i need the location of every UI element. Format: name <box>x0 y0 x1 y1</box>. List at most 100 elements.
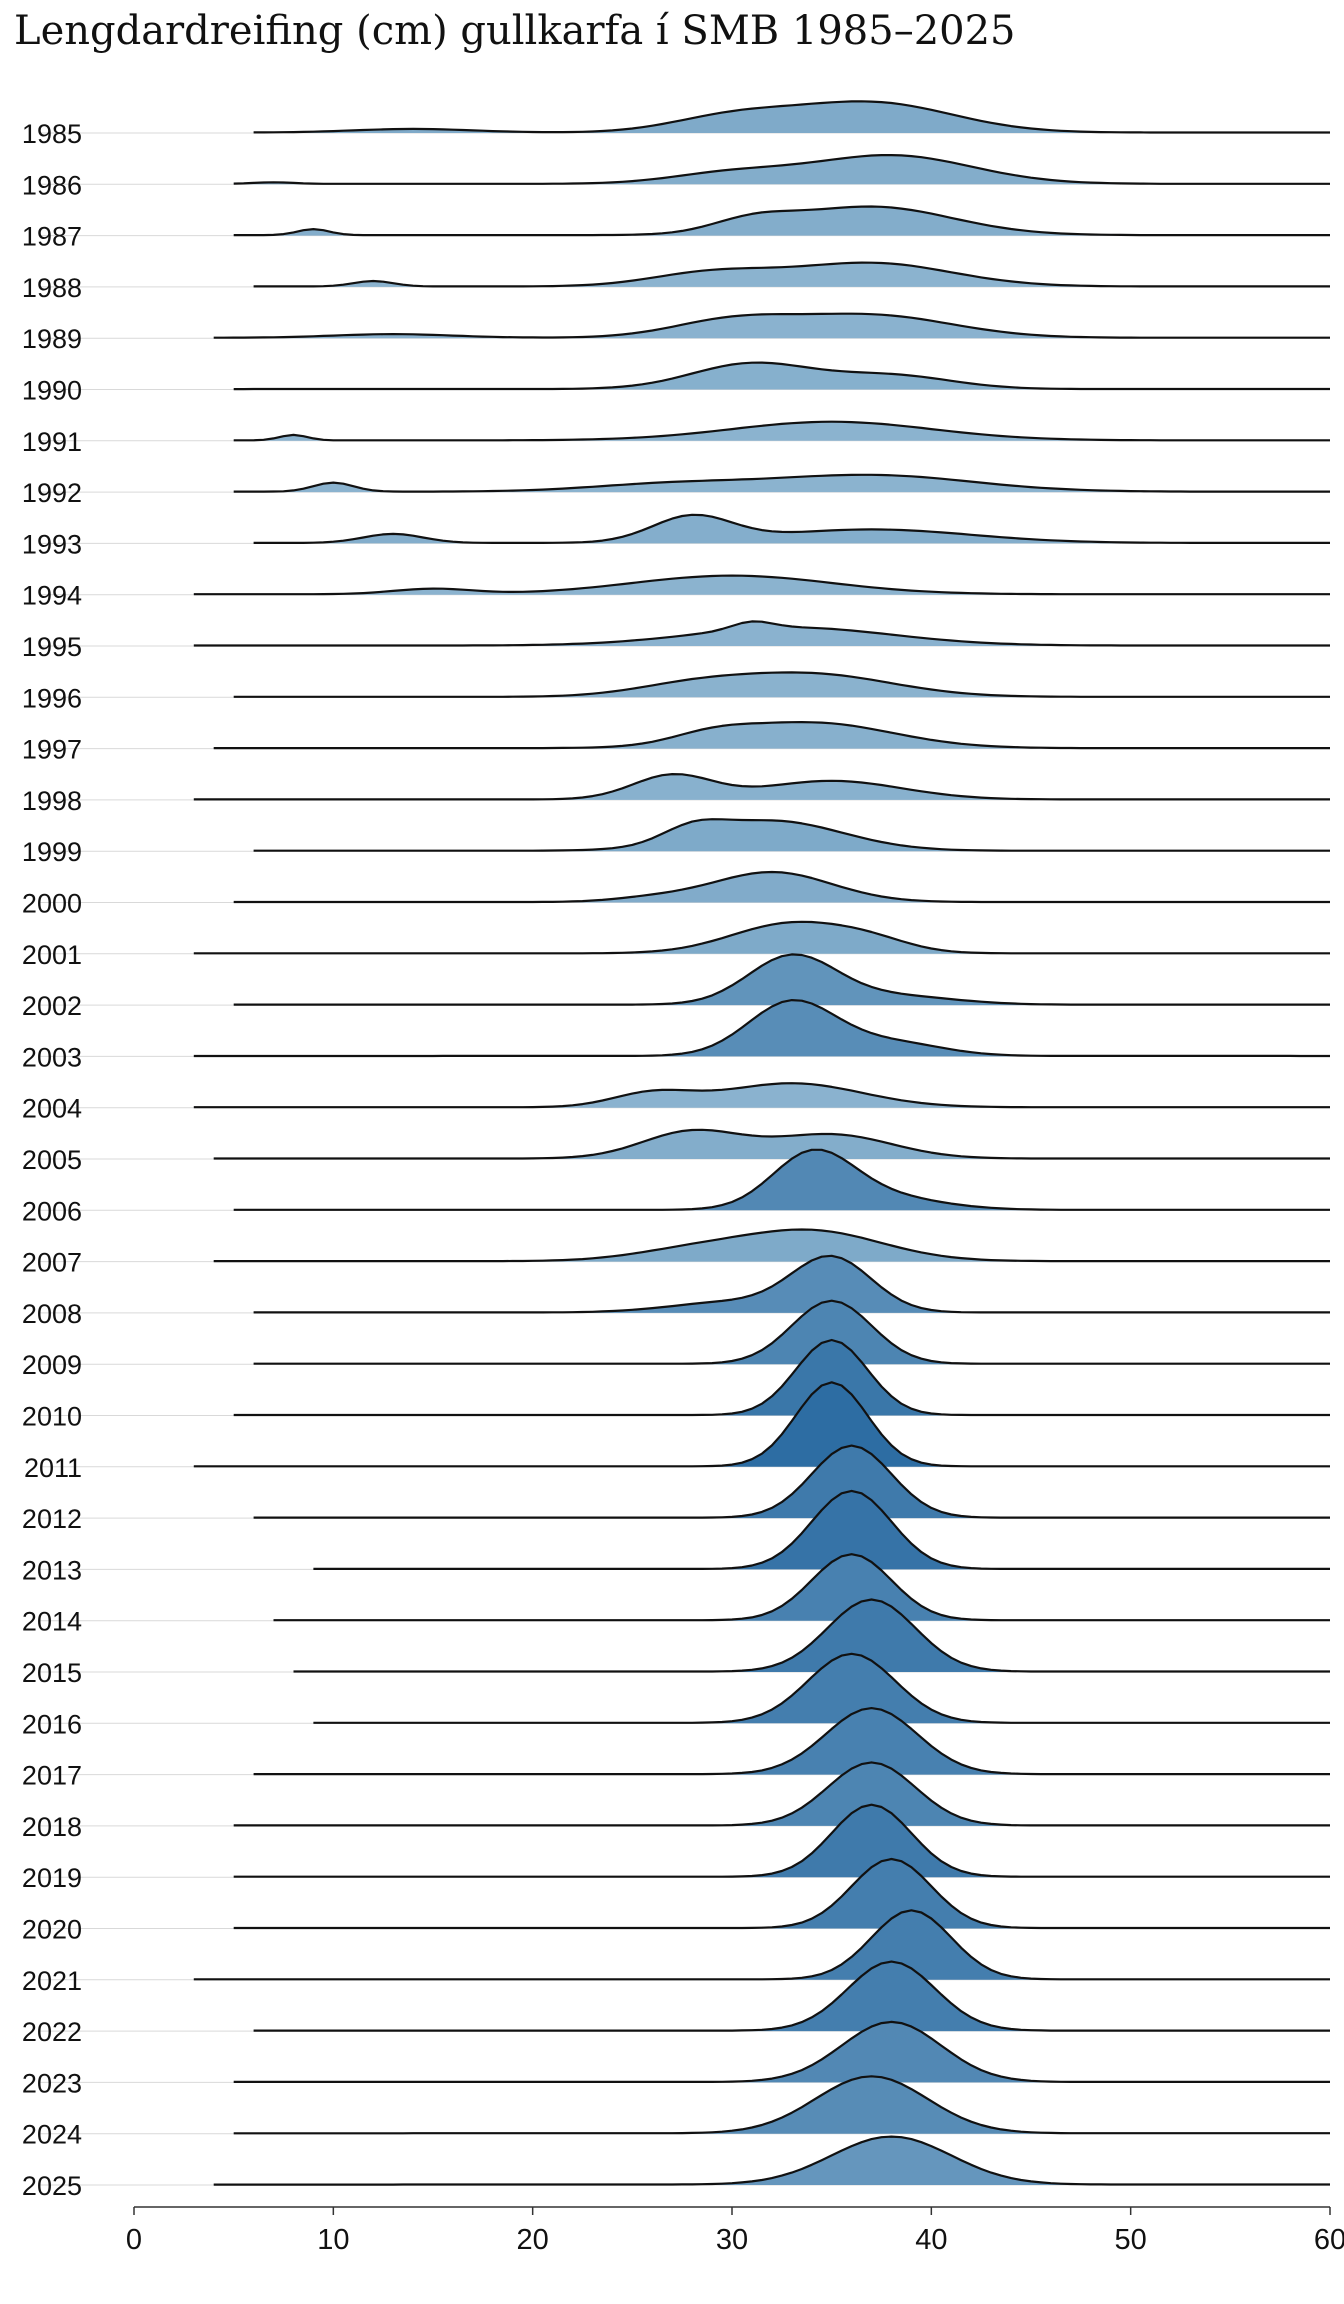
ridge-line-1995 <box>193 620 1330 647</box>
year-label: 2018 <box>22 1812 82 1842</box>
year-label: 1988 <box>22 273 82 303</box>
year-label: 2000 <box>22 889 82 919</box>
year-label: 1998 <box>22 786 82 816</box>
ridge-line-1988 <box>253 261 1330 288</box>
year-label: 1985 <box>22 119 82 149</box>
ridge-line-1994 <box>193 574 1330 596</box>
year-label: 2021 <box>22 1966 82 1996</box>
ridge-area-2019 <box>233 1804 1331 1878</box>
year-label: 2025 <box>22 2171 82 2201</box>
ridge-line-2003 <box>193 999 1330 1058</box>
ridge-line-2000 <box>233 870 1330 904</box>
ridge-line-1985 <box>253 100 1330 134</box>
year-label: 2002 <box>22 991 82 1021</box>
ridge-area-2016 <box>313 1653 1330 1724</box>
ridge-line-1998 <box>193 773 1330 801</box>
year-label: 2005 <box>22 1145 82 1175</box>
ridge-line-2002 <box>233 953 1330 1006</box>
ridge-line-1990 <box>233 361 1330 391</box>
ridge-area-2006 <box>233 1149 1331 1211</box>
ridge-line-1991 <box>233 420 1330 442</box>
x-tick-label: 20 <box>517 2224 549 2256</box>
ridge-line-1987 <box>233 205 1330 237</box>
ridge-area-2021 <box>193 1910 1330 1980</box>
year-label: 1995 <box>22 632 82 662</box>
x-axis: 0 10 20 30 40 50 60 <box>126 2206 1344 2256</box>
ridge-area-1994 <box>193 575 1330 595</box>
ridge-line-2007 <box>213 1228 1330 1263</box>
ridges-layer <box>193 100 1331 2186</box>
year-label: 2004 <box>22 1094 82 1124</box>
ridge-line-1997 <box>213 721 1330 750</box>
ridge-area-2013 <box>313 1490 1330 1570</box>
ridge-area-1999 <box>253 819 1331 852</box>
ridge-area-1997 <box>213 722 1331 749</box>
ridge-area-1995 <box>193 621 1330 646</box>
ridge-line-2021 <box>193 1909 1330 1981</box>
ridge-area-1986 <box>233 155 1331 185</box>
year-label: 1996 <box>22 683 82 713</box>
ridge-area-1988 <box>253 262 1331 287</box>
year-label: 2024 <box>22 2120 82 2150</box>
ridge-area-2004 <box>193 1083 1330 1108</box>
year-label: 1986 <box>22 170 82 200</box>
year-label: 2001 <box>22 940 82 970</box>
ridge-area-2015 <box>293 1599 1330 1672</box>
ridge-line-2001 <box>193 920 1330 955</box>
ridge-line-2023 <box>233 2020 1330 2083</box>
ridge-line-2014 <box>273 1553 1330 1622</box>
ridge-area-1993 <box>253 514 1331 544</box>
ridge-line-2024 <box>233 2075 1330 2135</box>
ridge-line-1989 <box>213 312 1330 339</box>
ridge-area-2001 <box>193 921 1330 954</box>
year-label: 2020 <box>22 1915 82 1945</box>
ridge-line-2008 <box>253 1254 1330 1314</box>
year-label: 2022 <box>22 2017 82 2047</box>
ridge-area-2002 <box>233 954 1331 1006</box>
ridge-area-2014 <box>273 1554 1330 1621</box>
year-label: 1999 <box>22 837 82 867</box>
ridge-area-1987 <box>233 206 1331 236</box>
ridge-area-2012 <box>253 1445 1331 1519</box>
chart-title: Lengdardreifing (cm) gullkarfa í SMB 198… <box>14 8 1016 54</box>
x-tick-label: 10 <box>317 2224 349 2256</box>
year-label: 2009 <box>22 1350 82 1380</box>
year-label: 2023 <box>22 2068 82 2098</box>
ridge-area-1992 <box>233 474 1331 493</box>
year-labels: 1985 1986 1987 1988 1989 1990 1991 1992 1993 1994… <box>22 119 82 2201</box>
year-label: 2017 <box>22 1761 82 1791</box>
ridge-line-2006 <box>233 1148 1330 1211</box>
year-label: 1994 <box>22 581 82 611</box>
ridge-line-2020 <box>233 1857 1330 1930</box>
year-label: 2008 <box>22 1299 82 1329</box>
ridge-area-2009 <box>253 1300 1331 1365</box>
year-label: 2015 <box>22 1658 82 1688</box>
ridge-area-2017 <box>253 1708 1331 1775</box>
year-label: 2006 <box>22 1196 82 1226</box>
year-label: 2011 <box>24 1453 82 1483</box>
ridge-area-1985 <box>253 101 1331 133</box>
year-label: 2019 <box>22 1863 82 1893</box>
ridge-area-2000 <box>233 872 1331 903</box>
ridge-line-2017 <box>253 1707 1330 1776</box>
ridge-line-2025 <box>213 2135 1330 2186</box>
x-tick-label: 0 <box>126 2224 142 2256</box>
ridge-area-1990 <box>233 362 1331 390</box>
ridge-line-1992 <box>233 473 1330 493</box>
ridge-line-1993 <box>253 513 1330 544</box>
ridge-line-2022 <box>253 1960 1330 2032</box>
year-label: 1991 <box>22 427 82 457</box>
ridge-area-2005 <box>213 1129 1331 1159</box>
x-tick-label: 50 <box>1115 2224 1147 2256</box>
ridge-area-2022 <box>253 1961 1331 2032</box>
year-label: 1992 <box>22 478 82 508</box>
ridge-line-2018 <box>233 1761 1330 1827</box>
ridge-line-2015 <box>293 1598 1330 1673</box>
ridge-area-2010 <box>233 1340 1331 1416</box>
ridge-area-2024 <box>233 2076 1331 2134</box>
ridge-line-2009 <box>253 1299 1330 1365</box>
year-label: 2010 <box>22 1402 82 1432</box>
ridge-line-1996 <box>233 671 1330 698</box>
ridge-line-2005 <box>213 1128 1330 1160</box>
